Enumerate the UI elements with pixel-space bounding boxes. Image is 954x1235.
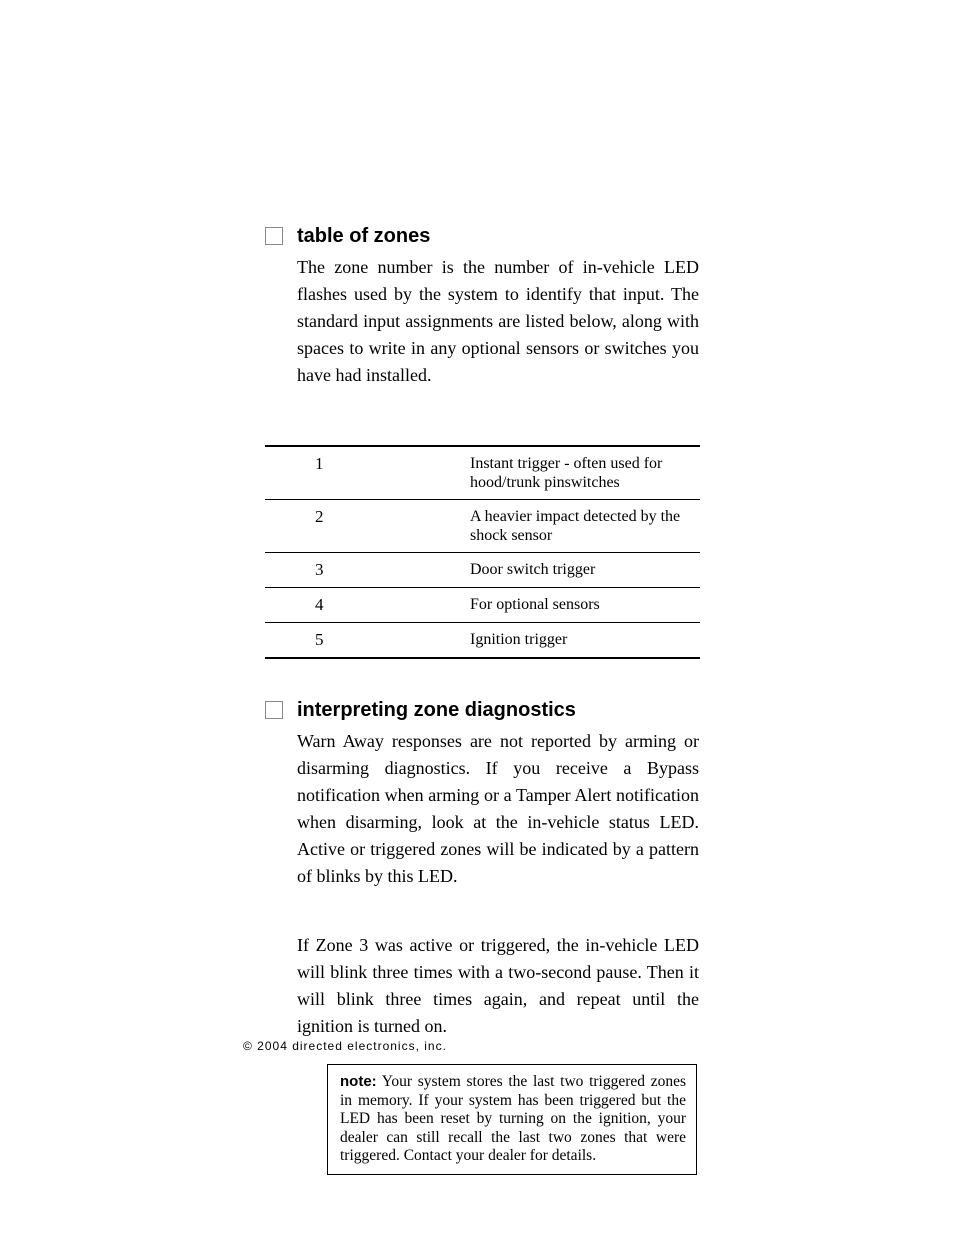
- zone-description: Ignition trigger: [470, 623, 700, 659]
- note-label: note:: [340, 1073, 377, 1090]
- copyright-footer: © 2004 directed electronics, inc.: [243, 1039, 447, 1053]
- diagnostics-paragraph-1: Warn Away responses are not reported by …: [297, 728, 699, 890]
- zone-description: Door switch trigger: [470, 553, 700, 588]
- zone-description: A heavier impact detected by the shock s…: [470, 500, 700, 553]
- zone-table: 1 Instant trigger - often used for hood/…: [265, 445, 700, 659]
- checkbox-icon: [265, 227, 283, 245]
- note-box: note: Your system stores the last two tr…: [327, 1064, 697, 1175]
- zone-description: For optional sensors: [470, 588, 700, 623]
- table-row: 5 Ignition trigger: [265, 623, 700, 659]
- paragraph-spacer: [265, 890, 699, 914]
- zone-number: 4: [265, 588, 470, 623]
- section-heading-zones: table of zones: [265, 225, 699, 248]
- heading-text-diagnostics: interpreting zone diagnostics: [297, 699, 576, 722]
- zone-number: 5: [265, 623, 470, 659]
- section-heading-diagnostics: interpreting zone diagnostics: [265, 699, 699, 722]
- zone-description: Instant trigger - often used for hood/tr…: [470, 446, 700, 500]
- zone-number: 1: [265, 446, 470, 500]
- zones-intro-paragraph: The zone number is the number of in-vehi…: [297, 254, 699, 389]
- diagnostics-paragraph-2: If Zone 3 was active or triggered, the i…: [297, 932, 699, 1040]
- zone-number: 2: [265, 500, 470, 553]
- zone-number: 3: [265, 553, 470, 588]
- table-row: 4 For optional sensors: [265, 588, 700, 623]
- checkbox-icon: [265, 701, 283, 719]
- table-row: 1 Instant trigger - often used for hood/…: [265, 446, 700, 500]
- section-interpreting: interpreting zone diagnostics Warn Away …: [265, 699, 699, 1175]
- table-row: 2 A heavier impact detected by the shock…: [265, 500, 700, 553]
- note-text: Your system stores the last two triggere…: [340, 1073, 686, 1164]
- table-row: 3 Door switch trigger: [265, 553, 700, 588]
- heading-text-zones: table of zones: [297, 225, 430, 248]
- page: table of zones The zone number is the nu…: [0, 0, 954, 1235]
